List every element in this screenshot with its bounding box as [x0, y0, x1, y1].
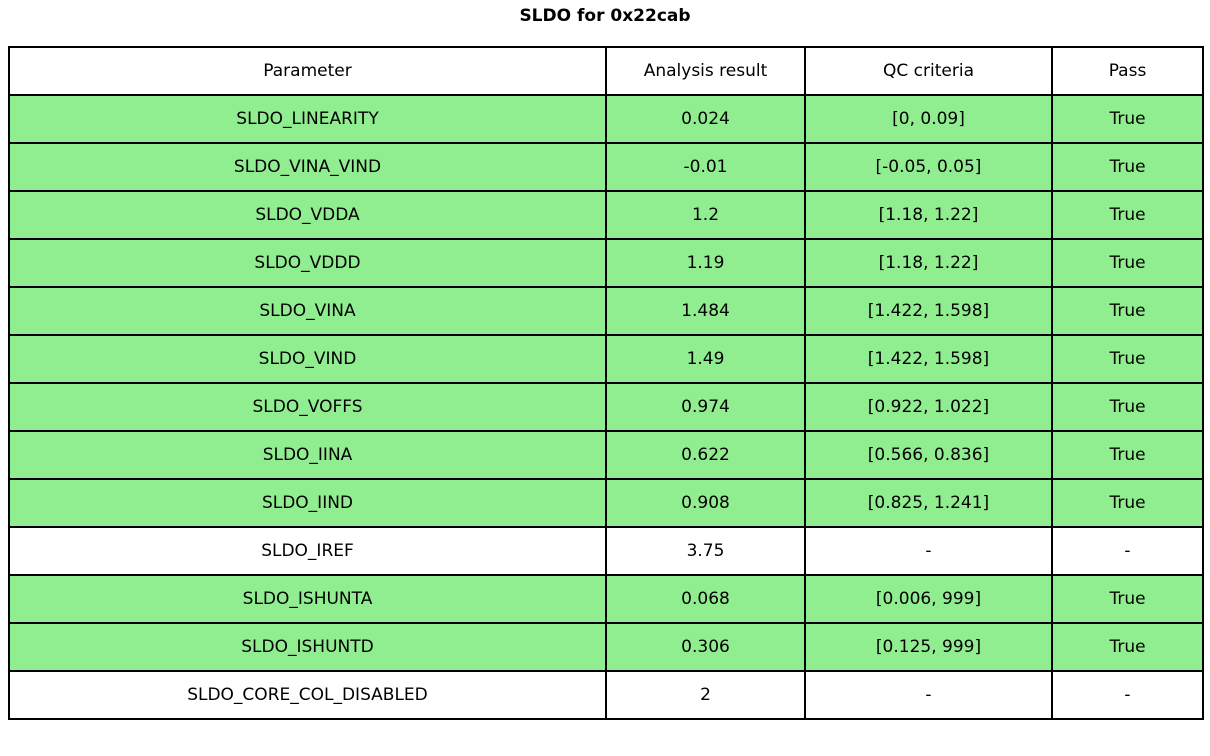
cell-parameter: SLDO_VDDD [8, 238, 607, 288]
cell-qc-criteria: [1.422, 1.598] [804, 334, 1053, 384]
cell-pass: True [1051, 334, 1204, 384]
cell-parameter: SLDO_IINA [8, 430, 607, 480]
cell-qc-criteria: - [804, 670, 1053, 720]
column-header-analysis-result: Analysis result [605, 46, 806, 96]
cell-qc-criteria: [1.18, 1.22] [804, 190, 1053, 240]
cell-parameter: SLDO_VOFFS [8, 382, 607, 432]
table-row: SLDO_VDDA 1.2 [1.18, 1.22] True [8, 190, 1204, 240]
column-header-qc-criteria: QC criteria [804, 46, 1053, 96]
table-row: SLDO_VIND 1.49 [1.422, 1.598] True [8, 334, 1204, 384]
table-row: SLDO_IINA 0.622 [0.566, 0.836] True [8, 430, 1204, 480]
cell-analysis-result: 0.024 [605, 94, 806, 144]
cell-analysis-result: 0.622 [605, 430, 806, 480]
cell-parameter: SLDO_LINEARITY [8, 94, 607, 144]
table-row: SLDO_CORE_COL_DISABLED 2 - - [8, 670, 1204, 720]
table-row: SLDO_LINEARITY 0.024 [0, 0.09] True [8, 94, 1204, 144]
cell-qc-criteria: [1.422, 1.598] [804, 286, 1053, 336]
cell-parameter: SLDO_ISHUNTA [8, 574, 607, 624]
cell-qc-criteria: - [804, 526, 1053, 576]
table-row: SLDO_VOFFS 0.974 [0.922, 1.022] True [8, 382, 1204, 432]
cell-pass: True [1051, 190, 1204, 240]
cell-analysis-result: 2 [605, 670, 806, 720]
cell-pass: True [1051, 94, 1204, 144]
cell-analysis-result: -0.01 [605, 142, 806, 192]
cell-qc-criteria: [0.125, 999] [804, 622, 1053, 672]
cell-parameter: SLDO_VINA [8, 286, 607, 336]
table-row: SLDO_VINA 1.484 [1.422, 1.598] True [8, 286, 1204, 336]
cell-analysis-result: 0.974 [605, 382, 806, 432]
cell-pass: - [1051, 526, 1204, 576]
cell-parameter: SLDO_VIND [8, 334, 607, 384]
cell-pass: True [1051, 622, 1204, 672]
cell-pass: True [1051, 574, 1204, 624]
table-row: SLDO_IREF 3.75 - - [8, 526, 1204, 576]
cell-parameter: SLDO_VINA_VIND [8, 142, 607, 192]
cell-qc-criteria: [0, 0.09] [804, 94, 1053, 144]
cell-analysis-result: 3.75 [605, 526, 806, 576]
cell-pass: True [1051, 382, 1204, 432]
cell-qc-criteria: [0.006, 999] [804, 574, 1053, 624]
qc-results-table: Parameter Analysis result QC criteria Pa… [8, 46, 1204, 720]
figure-title: SLDO for 0x22cab [519, 6, 691, 26]
cell-qc-criteria: [1.18, 1.22] [804, 238, 1053, 288]
cell-pass: - [1051, 670, 1204, 720]
column-header-parameter: Parameter [8, 46, 607, 96]
cell-analysis-result: 1.2 [605, 190, 806, 240]
cell-pass: True [1051, 478, 1204, 528]
table-row: SLDO_ISHUNTD 0.306 [0.125, 999] True [8, 622, 1204, 672]
cell-parameter: SLDO_IREF [8, 526, 607, 576]
cell-analysis-result: 1.49 [605, 334, 806, 384]
cell-analysis-result: 1.484 [605, 286, 806, 336]
cell-qc-criteria: [-0.05, 0.05] [804, 142, 1053, 192]
cell-pass: True [1051, 430, 1204, 480]
table-row: SLDO_IIND 0.908 [0.825, 1.241] True [8, 478, 1204, 528]
cell-qc-criteria: [0.825, 1.241] [804, 478, 1053, 528]
cell-qc-criteria: [0.922, 1.022] [804, 382, 1053, 432]
cell-analysis-result: 0.068 [605, 574, 806, 624]
table-row: SLDO_VDDD 1.19 [1.18, 1.22] True [8, 238, 1204, 288]
table-header-row: Parameter Analysis result QC criteria Pa… [8, 46, 1204, 96]
cell-analysis-result: 1.19 [605, 238, 806, 288]
cell-parameter: SLDO_IIND [8, 478, 607, 528]
table-row: SLDO_ISHUNTA 0.068 [0.006, 999] True [8, 574, 1204, 624]
cell-qc-criteria: [0.566, 0.836] [804, 430, 1053, 480]
cell-parameter: SLDO_CORE_COL_DISABLED [8, 670, 607, 720]
table-row: SLDO_VINA_VIND -0.01 [-0.05, 0.05] True [8, 142, 1204, 192]
cell-analysis-result: 0.908 [605, 478, 806, 528]
cell-parameter: SLDO_ISHUNTD [8, 622, 607, 672]
cell-parameter: SLDO_VDDA [8, 190, 607, 240]
cell-pass: True [1051, 142, 1204, 192]
cell-pass: True [1051, 238, 1204, 288]
column-header-pass: Pass [1051, 46, 1204, 96]
cell-pass: True [1051, 286, 1204, 336]
cell-analysis-result: 0.306 [605, 622, 806, 672]
